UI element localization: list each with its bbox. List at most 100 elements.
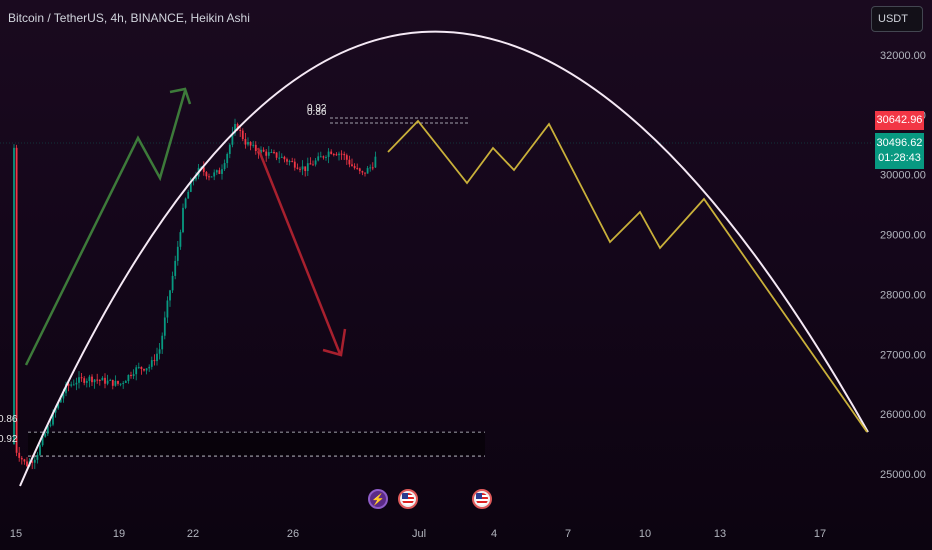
candle-body [343,153,346,156]
candle-body [49,424,52,426]
candle-body [143,368,145,371]
candle-body [130,374,132,377]
candle-body [46,425,49,434]
candle-body [317,156,320,161]
candle-body [215,170,218,173]
candle-body [15,147,18,453]
candle-body [348,159,351,165]
projection-path [387,119,868,433]
candle-body [98,379,101,381]
candle-body [70,384,73,386]
candle-body [221,169,223,174]
candle-body [124,381,127,383]
candle-body [174,260,177,276]
candle-body [262,149,265,152]
candle-body [353,166,356,169]
fib-labels: 0.920.860.860.92 [0,103,327,445]
candle-body [252,144,255,146]
candle-body [148,366,151,369]
candle-body [371,167,374,169]
time-tick-label: 26 [287,528,299,540]
candle-body [366,168,369,174]
last-price-value: 30496.62 [876,137,923,149]
candle-body [278,157,281,159]
candle-body [176,246,179,261]
candle-body [187,191,190,199]
candle-body [62,393,65,399]
candle-body [57,402,60,409]
fib-label-top-b: 0.86 [307,107,327,118]
candle-body [23,459,26,462]
candle-body [244,139,247,145]
candle-body [280,156,283,158]
candle-body [156,353,158,362]
candle-body [109,379,112,381]
candle-body [171,275,174,291]
candle-body [338,153,340,156]
candle-body [327,151,330,157]
price-tick-label: 27000.00 [880,349,926,361]
candle-body [166,300,169,318]
bar-countdown: 01:28:43 [878,152,921,164]
candle-body [286,159,288,162]
candle-body [91,376,93,383]
candle-body [213,172,216,177]
candle-body [358,168,361,172]
price-tick-label: 29000.00 [880,230,926,242]
candle-body [249,142,252,146]
candle-body [288,161,291,163]
us-flag-icon[interactable] [398,489,418,509]
price-tick-label: 30000.00 [880,170,926,182]
currency-button[interactable]: USDT [871,6,923,32]
candle-body [241,130,244,140]
candle-body [184,198,187,208]
fib-label-left-b: 0.92 [0,434,18,445]
candle-body [345,155,348,160]
down-arrow-head [322,328,347,357]
candle-body [93,379,96,383]
candle-body [283,156,286,160]
candle-body [275,152,278,158]
symbol-title[interactable]: Bitcoin / TetherUS, 4h, BINANCE, Heikin … [8,11,250,25]
support-zone [28,117,485,457]
time-tick-label: 13 [714,528,726,540]
time-tick-label: 22 [187,528,199,540]
candle-body [161,335,164,350]
arc-curve [19,30,869,487]
candle-body [210,176,213,178]
lightning-icon[interactable]: ⚡ [368,489,388,509]
candle-body [223,163,226,170]
candle-body [299,168,301,170]
candle-body [18,452,21,458]
time-axis: 15 19 22 26 Jul 4 7 10 13 17 [10,528,826,540]
candle-body [75,382,78,385]
candle-body [179,232,182,247]
candle-body [293,161,296,168]
candle-body [265,151,268,156]
candle-body [163,317,166,336]
candle-body [356,168,359,170]
us-flag-icon[interactable] [472,489,492,509]
candle-body [182,207,184,233]
time-tick-label: 17 [814,528,826,540]
candle-body [296,167,299,169]
time-tick-label: 4 [491,528,497,540]
candle-body [67,383,70,386]
price-tick-label: 28000.00 [880,289,926,301]
candle-body [106,380,109,384]
candle-body [340,153,343,155]
time-tick-label: 10 [639,528,651,540]
time-tick-label: Jul [412,528,426,540]
candle-body [322,156,325,158]
candle-body [304,166,307,171]
candle-body [247,142,249,145]
candle-body [325,156,327,158]
candle-body [260,149,262,154]
candle-body [140,366,143,369]
candle-body [192,179,195,181]
fib-label-left-a: 0.86 [0,414,18,425]
candle-body [117,380,119,384]
candle-body [33,459,36,463]
candle-body [41,436,44,446]
